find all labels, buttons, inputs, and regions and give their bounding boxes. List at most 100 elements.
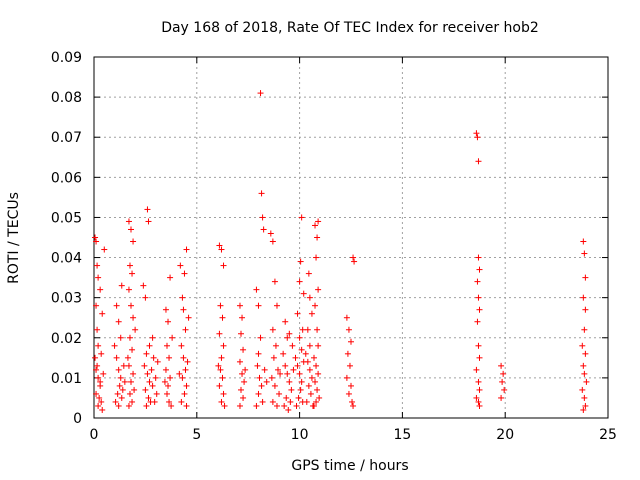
data-point — [178, 342, 185, 349]
data-point — [216, 242, 223, 249]
data-point — [580, 362, 587, 369]
data-point — [305, 270, 312, 277]
data-point — [350, 254, 357, 261]
data-point — [128, 226, 135, 233]
data-point — [94, 326, 101, 333]
data-point — [163, 342, 170, 349]
data-point — [100, 370, 107, 377]
data-point — [221, 402, 228, 409]
data-point — [581, 326, 588, 333]
data-point — [183, 402, 190, 409]
data-point — [143, 402, 150, 409]
data-point — [182, 366, 189, 373]
data-points — [92, 90, 590, 413]
data-point — [281, 402, 288, 409]
data-point — [146, 378, 153, 385]
data-point — [272, 342, 279, 349]
data-point — [163, 390, 170, 397]
data-point — [154, 358, 161, 365]
data-point — [125, 402, 132, 409]
data-point — [117, 374, 124, 381]
data-point — [113, 302, 120, 309]
data-point — [179, 374, 186, 381]
data-point — [253, 286, 260, 293]
data-point — [580, 294, 587, 301]
data-point — [177, 262, 184, 269]
plot-frame — [93, 56, 609, 419]
data-point — [116, 382, 123, 389]
data-point — [308, 310, 315, 317]
data-point — [115, 366, 122, 373]
x-tick-label: 20 — [496, 427, 514, 443]
data-point — [306, 294, 313, 301]
data-point — [162, 366, 169, 373]
data-point — [290, 366, 297, 373]
data-point — [216, 382, 223, 389]
data-point — [115, 402, 122, 409]
data-point — [284, 334, 291, 341]
data-point — [258, 382, 265, 389]
data-point — [97, 378, 104, 385]
data-point — [582, 306, 589, 313]
y-tick-label: 0.01 — [51, 371, 82, 387]
data-point — [130, 370, 137, 377]
data-point — [300, 290, 307, 297]
data-point — [308, 374, 315, 381]
data-point — [582, 402, 589, 409]
data-point — [98, 398, 105, 405]
data-point — [149, 382, 156, 389]
data-point — [303, 398, 310, 405]
data-point — [292, 354, 299, 361]
data-point — [179, 294, 186, 301]
data-point — [218, 354, 225, 361]
grid-lines — [94, 57, 608, 418]
data-point — [125, 286, 132, 293]
data-point — [306, 366, 313, 373]
data-point — [473, 130, 480, 137]
data-point — [168, 402, 175, 409]
data-point — [475, 398, 482, 405]
data-point — [315, 342, 322, 349]
data-point — [579, 386, 586, 393]
data-point — [312, 378, 319, 385]
data-point — [346, 362, 353, 369]
data-point — [117, 334, 124, 341]
data-point — [121, 378, 128, 385]
data-point — [95, 402, 102, 409]
data-point — [259, 214, 266, 221]
data-point — [126, 390, 133, 397]
data-point — [297, 258, 304, 265]
data-point — [582, 350, 589, 357]
data-point — [501, 386, 508, 393]
data-point — [101, 246, 108, 253]
data-point — [95, 274, 102, 281]
data-point — [312, 222, 319, 229]
data-point — [167, 274, 174, 281]
data-point — [218, 398, 225, 405]
data-point — [473, 366, 480, 373]
data-point — [315, 370, 322, 377]
data-point — [220, 390, 227, 397]
data-point — [162, 306, 169, 313]
data-point — [115, 318, 122, 325]
data-point — [316, 394, 323, 401]
data-point — [125, 218, 132, 225]
data-point — [305, 382, 312, 389]
data-point — [475, 294, 482, 301]
data-point — [263, 378, 270, 385]
data-point — [240, 394, 247, 401]
data-point — [166, 398, 173, 405]
data-point — [306, 342, 313, 349]
data-point — [259, 398, 266, 405]
data-point — [185, 314, 192, 321]
data-point — [580, 238, 587, 245]
data-point — [94, 362, 101, 369]
data-point — [93, 390, 100, 397]
data-point — [475, 254, 482, 261]
data-point — [344, 350, 351, 357]
data-point — [239, 314, 246, 321]
data-point — [258, 190, 265, 197]
data-point — [270, 354, 277, 361]
data-point — [169, 334, 176, 341]
data-point — [475, 158, 482, 165]
